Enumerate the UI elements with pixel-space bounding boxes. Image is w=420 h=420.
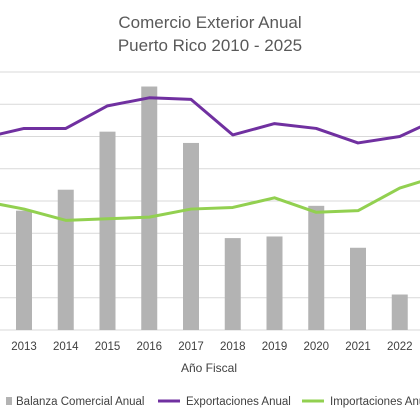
- chart-title-line-1: Comercio Exterior Anual: [118, 13, 301, 32]
- legend-label: Exportaciones Anual: [186, 396, 291, 408]
- x-tick-label: 2020: [303, 341, 329, 353]
- line-series-2: [0, 180, 420, 222]
- bar-2014: [57, 189, 74, 330]
- x-tick-label: 2013: [11, 341, 37, 353]
- x-tick-label: 2015: [95, 341, 121, 353]
- bar-2018: [224, 238, 241, 330]
- bar-2013: [16, 210, 32, 330]
- x-tick-labels: 2013 2014 2015 2016 2017 2018 2019 2020 2021 2022: [11, 341, 412, 353]
- bar-series: [16, 86, 408, 330]
- legend-label: Balanza Comercial Anual: [16, 396, 145, 408]
- legend-swatch: [6, 397, 12, 405]
- bar-2021: [350, 247, 366, 330]
- x-tick-label: 2019: [262, 341, 288, 353]
- x-tick-label: 2016: [136, 341, 162, 353]
- x-tick-label: 2022: [387, 341, 413, 353]
- x-tick-label: 2017: [178, 341, 204, 353]
- bar-2022: [391, 294, 408, 330]
- line-series: [0, 96, 420, 222]
- bar-2019: [266, 236, 283, 330]
- bar-2017: [183, 142, 199, 330]
- legend-label: Importaciones Anual: [330, 396, 420, 408]
- bar-2016: [141, 86, 158, 330]
- x-axis-title: Año Fiscal: [181, 361, 237, 375]
- x-tick-label: 2014: [53, 341, 79, 353]
- x-tick-label: 2018: [220, 341, 246, 353]
- x-tick-label: 2021: [345, 341, 371, 353]
- legend: Balanza Comercial Anual Exportaciones Anu…: [6, 396, 420, 408]
- chart-title-line-2: Puerto Rico 2010 - 2025: [118, 36, 302, 55]
- bar-2020: [308, 205, 325, 330]
- line-series-1: [0, 96, 420, 145]
- bar-2015: [99, 131, 116, 330]
